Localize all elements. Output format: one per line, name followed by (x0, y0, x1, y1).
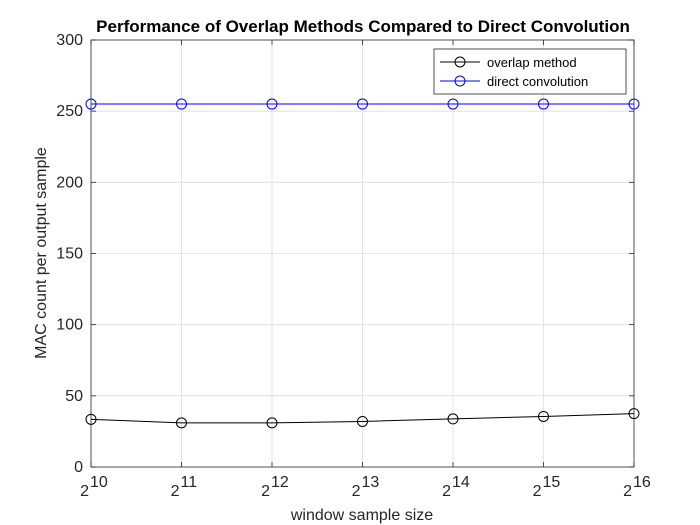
x-tick-exponent: 13 (362, 474, 380, 491)
series-line (90, 413, 635, 424)
x-tick-label: 212 (261, 474, 289, 500)
y-tick-label: 150 (56, 246, 83, 263)
y-tick-label: 100 (56, 317, 83, 334)
data-point (447, 98, 459, 110)
x-tick-exponent: 11 (181, 474, 198, 491)
x-tick-base: 2 (80, 483, 89, 500)
x-tick-base: 2 (171, 483, 180, 500)
data-point (266, 98, 278, 110)
data-point (357, 98, 368, 110)
x-tick-exponent: 14 (452, 474, 470, 491)
y-tick-label: 300 (56, 32, 83, 49)
x-tick-base: 2 (261, 483, 270, 500)
legend-box (433, 48, 627, 95)
series-overlap-method (85, 408, 640, 429)
data-point (628, 408, 640, 420)
x-tick-label: 213 (352, 474, 380, 500)
x-tick-base: 2 (623, 483, 632, 500)
legend-marker (454, 56, 466, 68)
series-direct-convolution (85, 98, 640, 110)
legend-marker (454, 75, 466, 87)
legend-label: overlap method (487, 55, 577, 70)
x-axis-label: window sample size (290, 507, 433, 524)
data-point (628, 98, 640, 110)
chart-title: Performance of Overlap Methods Compared … (96, 17, 630, 36)
series-layer (85, 98, 640, 429)
data-point (538, 410, 549, 422)
data-point (357, 415, 368, 427)
x-tick-exponent: 12 (271, 474, 289, 491)
x-tick-label: 214 (442, 474, 470, 500)
x-tick-exponent: 16 (633, 474, 651, 491)
tick-marks (90, 39, 635, 468)
x-tick-base: 2 (533, 483, 542, 500)
y-tick-labels: 0 50 100 150 200 250 300 (56, 32, 83, 476)
data-point (266, 417, 278, 429)
grid-lines (91, 40, 634, 467)
x-tick-label: 211 (171, 474, 198, 500)
x-tick-label: 216 (623, 474, 651, 500)
data-point (447, 413, 459, 425)
x-tick-base: 2 (352, 483, 361, 500)
y-tick-label: 250 (56, 103, 83, 120)
x-tick-label: 210 (80, 474, 108, 500)
y-tick-label: 200 (56, 174, 83, 191)
legend-label: direct convolution (487, 74, 588, 89)
y-tick-label: 50 (65, 388, 83, 405)
data-point (538, 98, 549, 110)
y-tick-label: 0 (74, 459, 83, 476)
legend: overlap method direct convolution (433, 48, 627, 95)
x-tick-base: 2 (442, 483, 451, 500)
data-point (176, 98, 187, 110)
data-point (85, 98, 97, 110)
x-tick-label: 215 (533, 474, 561, 500)
data-point (176, 417, 187, 429)
data-point (85, 413, 97, 425)
x-tick-exponent: 15 (543, 474, 561, 491)
x-tick-exponent: 10 (90, 474, 108, 491)
y-axis-label: MAC count per output sample (33, 147, 50, 359)
